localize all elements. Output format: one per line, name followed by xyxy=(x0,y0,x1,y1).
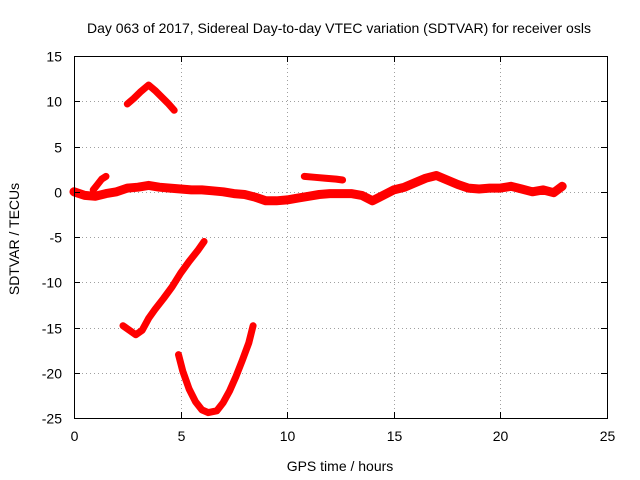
series-short-segment xyxy=(300,172,347,184)
y-tick-label: 10 xyxy=(46,94,62,110)
x-tick-label: 10 xyxy=(280,428,296,444)
y-tick-label: -25 xyxy=(42,411,62,427)
y-tick-label: -20 xyxy=(42,366,62,382)
series-layer xyxy=(69,81,567,417)
tick-layer: 0 5 10 15 20 25 15 10 5 0 -5 -10 -15 -20 -25 xyxy=(42,49,616,445)
x-tick-label: 20 xyxy=(493,428,509,444)
y-tick-label: -5 xyxy=(50,230,63,246)
y-axis-label: SDTVAR / TECUs xyxy=(6,183,22,295)
x-tick-label: 5 xyxy=(178,428,186,444)
y-tick-label: -15 xyxy=(42,321,62,337)
series-main-trace xyxy=(69,171,567,206)
series-early-rise xyxy=(89,172,110,194)
y-tick-label: 5 xyxy=(54,140,62,156)
series-falling-then-rising xyxy=(119,238,208,339)
series-deep-trough xyxy=(175,322,257,417)
chart-title: Day 063 of 2017, Sidereal Day-to-day VTE… xyxy=(87,20,591,36)
grid-layer xyxy=(74,56,607,418)
x-tick-label: 25 xyxy=(600,428,616,444)
x-tick-label: 15 xyxy=(387,428,403,444)
y-tick-label: 0 xyxy=(54,185,62,201)
y-tick-label: -10 xyxy=(42,275,62,291)
x-tick-label: 0 xyxy=(71,428,79,444)
series-high-arc xyxy=(123,81,178,114)
y-tick-label: 15 xyxy=(46,49,62,65)
x-axis-label: GPS time / hours xyxy=(287,458,394,474)
